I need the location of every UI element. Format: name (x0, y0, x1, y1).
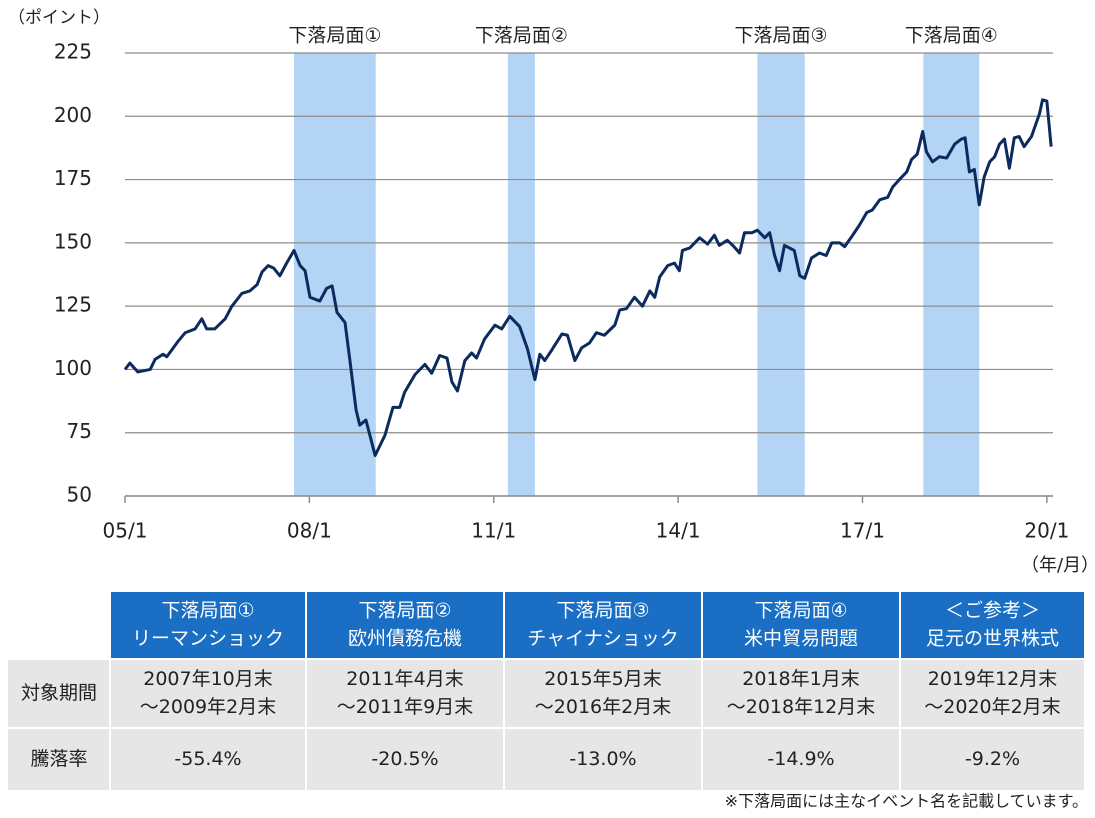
table-cell (901, 660, 1084, 727)
cell-text: 2011年4月末 (346, 668, 463, 690)
header-cell (703, 592, 899, 658)
header-text: リーマンショック (132, 628, 284, 650)
period-label: 下落局面④ (905, 25, 998, 47)
header-text: 下落局面④ (754, 600, 847, 622)
table-cell (111, 729, 305, 790)
header-text: 欧州債務危機 (348, 628, 462, 650)
cell-text: -55.4% (174, 748, 241, 770)
table-cell (307, 660, 503, 727)
x-tick-label: 17/1 (840, 519, 885, 543)
header-cell (901, 592, 1084, 658)
header-cell (505, 592, 701, 658)
x-tick-label: 14/1 (656, 519, 701, 543)
cell-text: 2018年1月末 (742, 668, 859, 690)
row-label: 対象期間 (21, 682, 97, 704)
x-axis-label: （年/月） (1021, 555, 1095, 576)
header-text: 米中貿易問題 (744, 628, 858, 650)
cell-text: -13.0% (569, 748, 636, 770)
table-cell (901, 729, 1084, 790)
y-tick-label: 50 (67, 483, 92, 507)
cell-text: 2019年12月末 (928, 668, 1058, 690)
x-tick-label: 05/1 (103, 519, 148, 543)
header-cell (111, 592, 305, 658)
note: ※下落局面には主なイベント名を記載しています。 (725, 792, 1088, 811)
cell-text: ～2018年12月末 (727, 696, 876, 718)
cell-text: ～2020年2月末 (924, 696, 1060, 718)
period-label: 下落局面① (288, 25, 381, 47)
table-cell (111, 660, 305, 727)
y-tick-label: 125 (54, 293, 92, 317)
table-cell (505, 729, 701, 790)
header-cell (307, 592, 503, 658)
cell-text: ～2009年2月末 (140, 696, 276, 718)
period-label: 下落局面② (475, 25, 568, 47)
header-text: 下落局面② (358, 600, 451, 622)
header-text: 下落局面① (161, 600, 254, 622)
cell-text: -14.9% (767, 748, 834, 770)
header-text: 下落局面③ (556, 600, 649, 622)
cell-text: 2015年5月末 (544, 668, 661, 690)
cell-text: -20.5% (371, 748, 438, 770)
x-tick-label: 08/1 (287, 519, 332, 543)
y-tick-label: 175 (54, 166, 92, 190)
y-tick-label: 225 (54, 40, 92, 64)
shaded-period (507, 53, 535, 496)
y-tick-label: 150 (54, 229, 92, 253)
row-label-cell (8, 660, 109, 727)
table-cell (505, 660, 701, 727)
period-label: 下落局面③ (735, 25, 828, 47)
header-text: ＜ご参考＞ (945, 600, 1040, 622)
table-cell (703, 729, 899, 790)
cell-text: -9.2% (965, 748, 1020, 770)
y-tick-label: 100 (54, 356, 92, 380)
y-axis-label: （ポイント） (8, 8, 110, 28)
row-label: 騰落率 (30, 748, 87, 770)
header-text: チャイナショック (527, 628, 678, 650)
y-tick-label: 75 (67, 419, 92, 443)
row-label-cell (8, 729, 109, 790)
x-tick-label: 20/1 (1024, 519, 1069, 543)
shaded-period (757, 53, 805, 496)
cell-text: 2007年10月末 (143, 668, 273, 690)
cell-text: ～2016年2月末 (535, 696, 671, 718)
shaded-period (923, 53, 980, 496)
cell-text: ～2011年9月末 (337, 696, 473, 718)
y-tick-label: 200 (54, 103, 92, 127)
x-tick-label: 11/1 (471, 519, 516, 543)
line (123, 98, 1053, 457)
header-text: 足元の世界株式 (926, 628, 1059, 650)
table-cell (307, 729, 503, 790)
table-cell (703, 660, 899, 727)
